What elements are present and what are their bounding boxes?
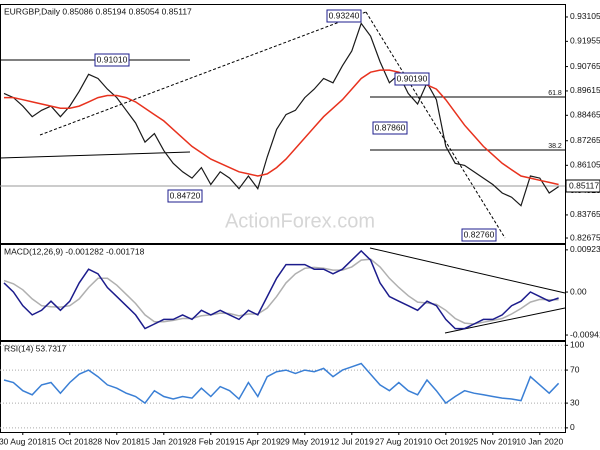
- y-tick-label: 0.90765: [570, 61, 600, 71]
- x-tick-label: 27 Aug 2019: [375, 436, 423, 446]
- x-tick-label: 25 Nov 2019: [469, 436, 517, 446]
- annotation-box: [94, 53, 130, 67]
- y-tick-label: 0.91955: [570, 36, 600, 46]
- annotation-box: [372, 121, 408, 135]
- trendline: [365, 11, 506, 239]
- rsi-panel: [0, 341, 566, 433]
- y-tick-label: 0.87265: [570, 135, 600, 145]
- y-tick-label: 0.009237: [570, 244, 600, 254]
- macd-trendline: [369, 247, 566, 294]
- y-tick-label: 0.00: [570, 286, 587, 296]
- series-line: [3, 249, 559, 330]
- x-tick-label: 28 Feb 2019: [187, 436, 235, 446]
- x-tick-label: 10 Jan 2020: [516, 436, 563, 446]
- last-price-box: [565, 179, 600, 193]
- y-tick-label: 0.93105: [570, 11, 600, 21]
- annotation-box: [394, 72, 430, 86]
- annotation: 0.91010: [97, 54, 128, 64]
- panel-title: EURGBP,Daily 0.85086 0.85194 0.85054 0.8…: [4, 6, 192, 16]
- x-tick-label: 15 Jan 2019: [140, 436, 187, 446]
- annotation-box: [326, 9, 362, 23]
- x-tick-label: 10 Oct 2019: [423, 436, 470, 446]
- trendlines: [0, 11, 566, 334]
- trendline: [0, 151, 191, 159]
- y-tick-label: 0: [570, 422, 575, 432]
- y-tick-label: 30: [570, 397, 580, 407]
- panel-title: MACD(12,26,9) -0.001282 -0.001718: [4, 246, 145, 256]
- y-tick-label: 70: [570, 364, 580, 374]
- y-tick-label: 0.83765: [570, 209, 600, 219]
- annotation: 0.84720: [170, 190, 201, 200]
- y-tick-label: -0.009413: [570, 329, 600, 339]
- annotation-box: [167, 189, 203, 203]
- y-tick-label: 0.89615: [570, 85, 600, 95]
- watermark: ActionForex.com: [225, 210, 375, 232]
- annotation: 0.93240: [329, 10, 360, 20]
- x-tick-label: 29 May 2019: [280, 436, 329, 446]
- x-tick-label: 30 Aug 2018: [0, 436, 47, 446]
- annotation: 0.90190: [397, 73, 428, 83]
- x-tick-label: 15 Apr 2019: [235, 436, 281, 446]
- annotation-box: [461, 228, 497, 242]
- x-tick-label: 15 Oct 2018: [47, 436, 94, 446]
- y-tick-label: 0.88465: [570, 110, 600, 120]
- y-tick-label: 100: [570, 340, 584, 350]
- price-panel: [0, 4, 566, 244]
- last-price: 0.85117: [569, 180, 599, 190]
- x-tick-label: 28 Nov 2018: [93, 436, 141, 446]
- series-line: [3, 22, 559, 207]
- annotation: 0.82760: [464, 229, 495, 239]
- series-line: [4, 69, 559, 186]
- y-tick-label: 0.86105: [570, 160, 600, 170]
- x-tick-label: 12 Jul 2019: [330, 436, 374, 446]
- panel-title: RSI(14) 53.7317: [4, 343, 67, 353]
- series-line: [3, 362, 560, 405]
- trendline: [39, 11, 367, 136]
- annotation: 61.8: [548, 90, 562, 97]
- y-tick-label: 0.82675: [570, 232, 600, 242]
- annotation: 0.87860: [375, 122, 406, 132]
- annotation: 38.2: [548, 143, 562, 150]
- series-line: [3, 258, 559, 325]
